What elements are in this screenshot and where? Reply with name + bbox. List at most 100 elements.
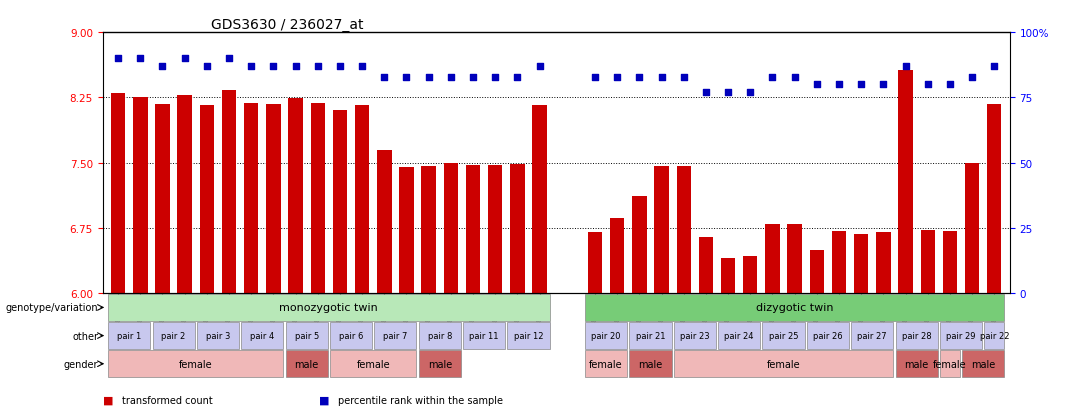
- Text: dizygotic twin: dizygotic twin: [756, 303, 834, 313]
- Bar: [200, 106, 214, 294]
- Bar: [962, 350, 1004, 377]
- Text: ■: ■: [103, 395, 113, 405]
- Point: [464, 74, 482, 81]
- Bar: [987, 105, 1001, 294]
- Point: [376, 74, 393, 81]
- Point: [786, 74, 804, 81]
- Point: [243, 64, 260, 70]
- Bar: [588, 233, 603, 294]
- Bar: [585, 350, 627, 377]
- Bar: [421, 167, 436, 294]
- Bar: [762, 322, 805, 349]
- Text: pair 1: pair 1: [117, 331, 141, 340]
- Bar: [854, 235, 868, 294]
- Text: percentile rank within the sample: percentile rank within the sample: [338, 395, 503, 405]
- Bar: [152, 322, 194, 349]
- Bar: [108, 294, 550, 321]
- Text: pair 12: pair 12: [514, 331, 543, 340]
- Text: pair 28: pair 28: [902, 331, 931, 340]
- Bar: [285, 322, 327, 349]
- Text: male: male: [971, 359, 996, 369]
- Bar: [133, 98, 148, 294]
- Point: [176, 56, 193, 62]
- Text: transformed count: transformed count: [122, 395, 213, 405]
- Bar: [108, 350, 283, 377]
- Bar: [810, 250, 824, 294]
- Bar: [463, 322, 505, 349]
- Bar: [610, 218, 624, 294]
- Bar: [465, 166, 481, 294]
- Point: [397, 74, 415, 81]
- Text: male: male: [905, 359, 929, 369]
- Bar: [266, 105, 281, 294]
- Bar: [419, 350, 461, 377]
- Bar: [895, 322, 937, 349]
- Bar: [895, 350, 937, 377]
- Text: male: male: [638, 359, 663, 369]
- Bar: [940, 322, 982, 349]
- Point: [698, 90, 715, 96]
- Bar: [111, 94, 125, 294]
- Bar: [766, 224, 780, 294]
- Bar: [510, 165, 525, 294]
- Bar: [288, 99, 302, 294]
- Text: pair 2: pair 2: [161, 331, 186, 340]
- Bar: [197, 322, 239, 349]
- Bar: [787, 224, 801, 294]
- Point: [509, 74, 526, 81]
- Bar: [676, 167, 691, 294]
- Point: [719, 90, 737, 96]
- Text: pair 26: pair 26: [813, 331, 842, 340]
- Text: pair 6: pair 6: [339, 331, 363, 340]
- Point: [742, 90, 759, 96]
- Bar: [984, 322, 1004, 349]
- Bar: [330, 322, 373, 349]
- Bar: [419, 322, 461, 349]
- Bar: [851, 322, 893, 349]
- Bar: [108, 322, 150, 349]
- Text: GDS3630 / 236027_at: GDS3630 / 236027_at: [212, 18, 364, 32]
- Bar: [899, 71, 913, 294]
- Point: [875, 82, 892, 88]
- Text: pair 11: pair 11: [470, 331, 499, 340]
- Point: [896, 64, 914, 70]
- Text: pair 20: pair 20: [592, 331, 621, 340]
- Bar: [311, 103, 325, 294]
- Text: female: female: [767, 359, 800, 369]
- Bar: [244, 103, 258, 294]
- Text: ■: ■: [319, 395, 329, 405]
- Point: [986, 64, 1003, 70]
- Text: pair 21: pair 21: [636, 331, 665, 340]
- Text: genotype/variation: genotype/variation: [5, 303, 98, 313]
- Bar: [832, 231, 847, 294]
- Point: [132, 56, 149, 62]
- Point: [153, 64, 171, 70]
- Text: pair 8: pair 8: [428, 331, 451, 340]
- Text: female: female: [933, 359, 967, 369]
- Bar: [630, 322, 672, 349]
- Text: pair 25: pair 25: [769, 331, 798, 340]
- Bar: [743, 256, 757, 294]
- Bar: [177, 95, 192, 294]
- Bar: [674, 350, 893, 377]
- Point: [420, 74, 437, 81]
- Bar: [221, 90, 237, 294]
- Bar: [940, 350, 960, 377]
- Bar: [156, 104, 170, 294]
- Bar: [674, 322, 716, 349]
- Point: [332, 64, 349, 70]
- Text: pair 4: pair 4: [251, 331, 274, 340]
- Bar: [964, 163, 980, 294]
- Point: [608, 74, 625, 81]
- Point: [309, 64, 326, 70]
- Text: male: male: [295, 359, 319, 369]
- Text: pair 27: pair 27: [858, 331, 887, 340]
- Text: monozygotic twin: monozygotic twin: [280, 303, 378, 313]
- Point: [109, 56, 126, 62]
- Bar: [720, 258, 735, 294]
- Bar: [488, 166, 502, 294]
- Text: pair 7: pair 7: [383, 331, 407, 340]
- Bar: [920, 230, 935, 294]
- Bar: [355, 106, 369, 294]
- Bar: [943, 231, 957, 294]
